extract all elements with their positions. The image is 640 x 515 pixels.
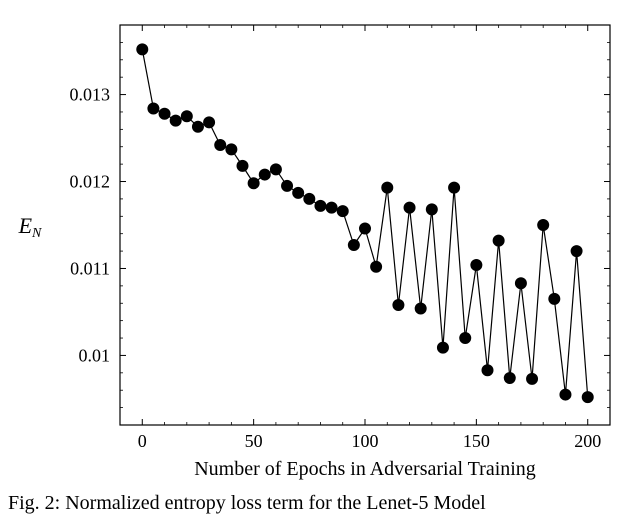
series-marker: [204, 117, 215, 128]
series-marker: [304, 193, 315, 204]
series-marker: [270, 164, 281, 175]
y-tick-label: 0.013: [70, 85, 111, 105]
series-marker: [348, 240, 359, 251]
x-axis-label: Number of Epochs in Adversarial Training: [194, 458, 536, 480]
x-tick-label: 50: [245, 431, 263, 451]
series-marker: [393, 300, 404, 311]
x-tick-label: 100: [352, 431, 379, 451]
series-marker: [226, 144, 237, 155]
figure-caption: Fig. 2: Normalized entropy loss term for…: [8, 492, 486, 514]
series-marker: [371, 261, 382, 272]
series-marker: [248, 178, 259, 189]
series-marker: [538, 220, 549, 231]
series-marker: [159, 108, 170, 119]
series-marker: [337, 206, 348, 217]
series-marker: [315, 200, 326, 211]
series-marker: [282, 180, 293, 191]
series-marker: [560, 389, 571, 400]
series-marker: [137, 44, 148, 55]
series-marker: [437, 342, 448, 353]
x-tick-label: 200: [574, 431, 601, 451]
series-marker: [471, 260, 482, 271]
series-marker: [415, 303, 426, 314]
series-marker: [515, 278, 526, 289]
series-marker: [460, 333, 471, 344]
series-marker: [493, 235, 504, 246]
series-marker: [181, 111, 192, 122]
series-marker: [482, 365, 493, 376]
series-marker: [192, 121, 203, 132]
x-tick-label: 150: [463, 431, 490, 451]
series-marker: [170, 115, 181, 126]
y-tick-label: 0.012: [70, 172, 111, 192]
series-marker: [215, 140, 226, 151]
y-tick-label: 0.011: [70, 258, 110, 278]
series-marker: [426, 204, 437, 215]
series-marker: [259, 169, 270, 180]
line-chart: 0 50 100 150 200 0.01 0.011 0.012 0.013 Number of…: [0, 0, 640, 515]
series-marker: [504, 373, 515, 384]
series-marker: [148, 103, 159, 114]
series-marker: [360, 223, 371, 234]
x-tick-label: 0: [138, 431, 147, 451]
series-marker: [382, 182, 393, 193]
series-marker: [293, 187, 304, 198]
series-marker: [549, 293, 560, 304]
series-marker: [449, 182, 460, 193]
series-marker: [237, 160, 248, 171]
y-tick-label: 0.01: [79, 345, 111, 365]
series-marker: [326, 202, 337, 213]
series-marker: [527, 373, 538, 384]
series-marker: [404, 202, 415, 213]
series-marker: [582, 392, 593, 403]
series-marker: [571, 246, 582, 257]
chart-container: 0 50 100 150 200 0.01 0.011 0.012 0.013 Number of…: [0, 0, 640, 515]
